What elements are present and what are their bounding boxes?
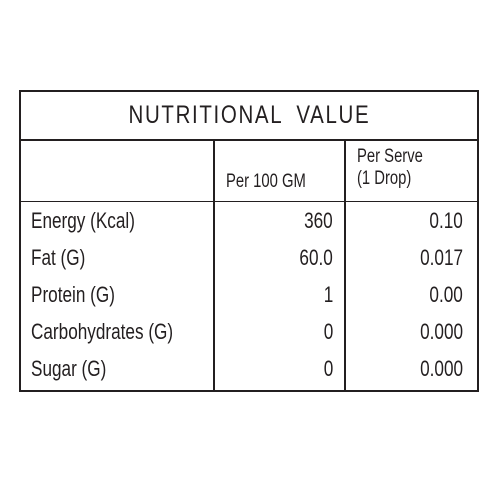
row-per-serve-value: 0.10 (429, 208, 463, 233)
table-row: Sugar (G) 0 0.000 (21, 350, 477, 387)
header-divider (21, 201, 477, 202)
row-per-serve-value: 0.000 (420, 319, 463, 344)
row-label: Carbohydrates (G) (31, 319, 174, 344)
table-title: NUTRITIONAL VALUE (128, 101, 370, 129)
column-divider-2 (344, 139, 346, 390)
table-row: Protein (G) 1 0.00 (21, 276, 477, 313)
row-per-100-value: 0 (323, 356, 333, 381)
row-per-serve-value: 0.017 (420, 245, 463, 270)
header-per-serve: Per Serve (1 Drop) (357, 146, 451, 190)
row-per-serve-value: 0.000 (420, 356, 463, 381)
row-label: Energy (Kcal) (31, 208, 135, 233)
header-per-serve-line1: Per Serve (357, 146, 423, 167)
row-per-100-value: 60.0 (299, 245, 333, 270)
table-row: Energy (Kcal) 360 0.10 (21, 202, 477, 239)
row-per-100-value: 360 (304, 208, 333, 233)
row-label: Fat (G) (31, 245, 86, 270)
row-per-serve-value: 0.00 (429, 282, 463, 307)
header-per-100: Per 100 GM (226, 171, 306, 192)
header-per-serve-line2: (1 Drop) (357, 168, 412, 189)
table-row: Carbohydrates (G) 0 0.000 (21, 313, 477, 350)
title-bar: NUTRITIONAL VALUE (21, 92, 477, 141)
row-per-100-value: 0 (323, 319, 333, 344)
row-label: Sugar (G) (31, 356, 107, 381)
table-body: Energy (Kcal) 360 0.10 Fat (G) 60.0 0.01… (21, 202, 477, 387)
column-divider-1 (213, 139, 215, 390)
table-row: Fat (G) 60.0 0.017 (21, 239, 477, 276)
nutrition-table: NUTRITIONAL VALUE Per 100 GM Per Serve (… (19, 90, 479, 392)
row-label: Protein (G) (31, 282, 115, 307)
row-per-100-value: 1 (323, 282, 333, 307)
